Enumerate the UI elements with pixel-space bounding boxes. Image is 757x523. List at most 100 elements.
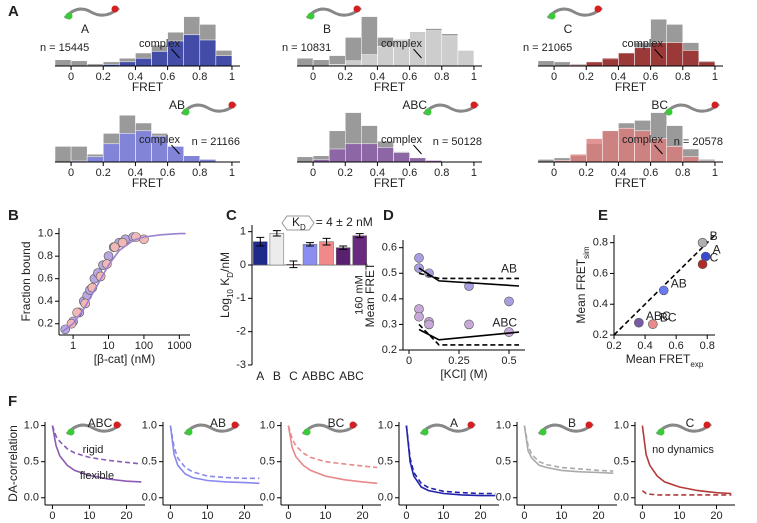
x-tick-label: 0.6 [160,71,175,83]
x-tick-label: 0.2 [338,167,353,179]
histogram-bar [119,61,136,67]
x-tick-label: 10 [437,510,449,522]
x-tick-label: 0.2 [96,71,111,83]
x-tick-label: A [256,369,264,383]
series-label: ABC [492,315,517,329]
y-tick-label: 1.0 [496,420,511,432]
donor-dye [65,12,73,20]
error-bar [322,237,331,246]
histogram-bar [151,51,168,67]
panel-letter: B [8,207,19,224]
data-point [697,237,708,248]
x-tick-label: 0.8 [675,71,690,83]
complex-label: complex [381,38,422,50]
x-tick-label: 0.4 [128,71,143,83]
x-tick-label: 0.6 [160,167,175,179]
x-tick-label: 0 [285,510,291,522]
y-axis-label-part: /nM [218,252,232,272]
n-label: n = 20578 [674,136,723,148]
series-line [51,425,142,483]
series-label: ABC [646,309,671,323]
arrow [413,48,422,59]
x-tick-label: 10 [102,340,114,352]
panel-letter: F [8,393,17,410]
acceptor-dye [111,5,119,13]
x-axis-label-sub: exp [690,360,703,369]
y-tick-label: 0 [240,259,246,271]
x-tick-label: 1 [70,340,76,352]
x-axis-label-main: Mean FRET [626,352,691,366]
histogram-bar [135,57,152,67]
x-tick-label: 10 [201,510,213,522]
histogram-bar [602,130,619,163]
x-axis-label: FRET [132,176,164,190]
acceptor-dye [349,421,357,429]
data-point [634,317,644,328]
histogram-bar [119,133,136,163]
y-tick-label: 0.2 [593,329,608,341]
y-tick-label: 1 [240,226,246,238]
y-tick-label: -2 [236,326,246,338]
x-tick-label: 0 [521,510,527,522]
error-bar [272,230,281,237]
x-tick-label: 0.4 [370,167,385,179]
complex-label: complex [139,38,180,50]
series-line [405,425,496,497]
y-axis-label-part: K [218,278,232,289]
histogram-bar [393,152,410,163]
x-tick-label: 0.6 [643,71,658,83]
y-tick-label: 1.0 [38,228,53,240]
series-line [287,425,378,469]
y-tick-label: 0.6 [593,267,608,279]
y-tick-label: 0.5 [378,456,393,468]
bar [269,233,285,266]
x-axis-label: FRET [615,176,647,190]
x-tick-label: 0 [68,71,74,83]
x-tick-label: 0.4 [637,340,652,352]
y-tick-label: 0.5 [614,456,629,468]
x-tick-label: 20 [710,510,722,522]
y-tick-label: 0.0 [614,492,629,504]
series-label: AB [501,262,517,276]
donor-dye [307,12,315,20]
x-tick-label: 0.6 [402,167,417,179]
complex-label: complex [622,134,663,146]
x-tick-label: B [273,369,281,383]
histogram-bar [215,55,233,67]
x-tick-label: 10 [319,510,331,522]
curve-annotation: no dynamics [652,444,714,456]
series-line [418,267,520,287]
construct-label: A [81,22,89,36]
y-tick-label: 0.5 [496,456,511,468]
series-line [51,425,142,465]
y-tick-label: 0.5 [260,456,275,468]
histogram-bar [425,30,443,67]
series-line [523,425,614,474]
x-tick-label: 20 [238,510,250,522]
x-axis-label-main: [β-cat] (nM) [94,352,156,366]
y-axis-label-sub: sim [582,246,591,259]
series-line [418,272,519,280]
y-axis-label: DA-correlation [6,425,20,502]
y-axis-label-part: D [226,272,235,278]
y-tick-label: 1.0 [378,420,393,432]
y-tick-label: 0.4 [38,295,53,307]
histogram-bar [361,54,378,67]
kd-bracket [281,215,315,231]
histogram-bar [361,143,378,163]
histogram-bar [634,47,651,67]
series-label: AB [671,277,687,291]
series-line [405,425,496,495]
complex-label: complex [139,134,180,146]
y-tick-label: 0.8 [593,237,608,249]
histogram-bar [537,60,555,67]
x-tick-label: 0.2 [579,167,594,179]
series-label: BC [660,310,677,324]
histogram-bar [199,39,217,67]
n-label: n = 50128 [433,136,482,148]
x-axis-label: Mean FRETexp [626,352,704,368]
data-point [464,281,474,291]
histogram-bar [103,143,120,163]
construct-label: C [686,416,695,430]
data-point [109,242,120,252]
